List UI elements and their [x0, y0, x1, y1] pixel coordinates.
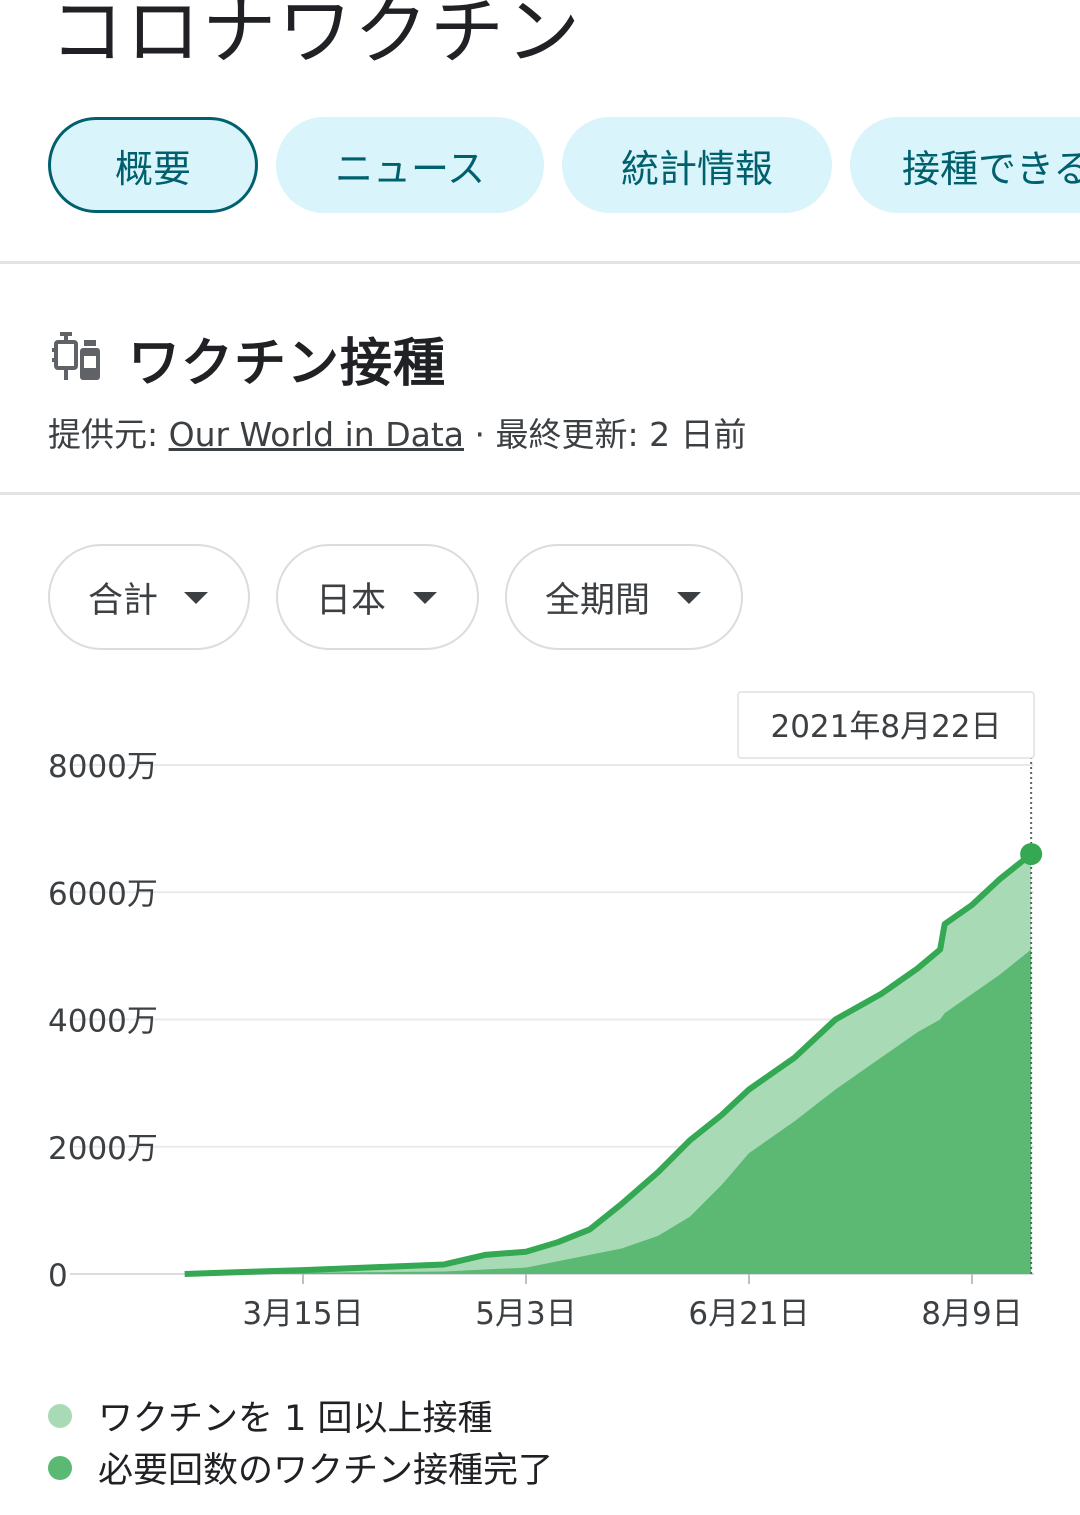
filter-label: 全期間	[545, 580, 651, 621]
section-title: ワクチン接種	[128, 333, 447, 394]
legend-item: ワクチンを 1 回以上接種	[48, 1390, 493, 1441]
source-prefix: 提供元:	[48, 415, 169, 454]
y-tick-label: 4000万	[48, 1004, 158, 1040]
source-line: 提供元: Our World in Data · 最終更新: 2 日前	[48, 408, 747, 456]
tab-vaccination-sites[interactable]: 接種できる	[850, 117, 1080, 213]
page-title: コロナワクチン	[50, 0, 582, 75]
tab-overview[interactable]: 概要	[48, 117, 258, 213]
vaccination-chart[interactable]: 0 2000万 4000万 6000万 8000万 3月15日 5月3日 6月21日 8月9日 2…	[0, 680, 1080, 1360]
legend-swatch	[48, 1455, 72, 1480]
section-header: ワクチン接種	[50, 318, 446, 398]
chevron-down-icon	[677, 592, 701, 604]
x-tick-label: 3月15日	[242, 1296, 363, 1332]
chevron-down-icon	[413, 592, 437, 604]
source-link[interactable]: Our World in Data	[168, 415, 464, 454]
filter-label: 合計	[88, 580, 159, 621]
vaccine-icon	[52, 332, 100, 380]
x-tick-label: 8月9日	[921, 1296, 1022, 1332]
chevron-down-icon	[184, 592, 208, 604]
divider	[0, 261, 1080, 264]
period-filter-dropdown[interactable]: 全期間	[505, 544, 743, 650]
y-tick-label: 0	[48, 1258, 68, 1294]
updated-label: 最終更新: 2 日前	[495, 415, 747, 454]
y-tick-label: 8000万	[48, 749, 158, 785]
legend-swatch	[48, 1403, 72, 1428]
region-filter-dropdown[interactable]: 日本	[276, 544, 479, 650]
y-tick-label: 6000万	[48, 876, 158, 912]
tooltip-label: 2021年8月22日	[770, 709, 1001, 745]
divider	[0, 492, 1080, 495]
hover-point	[1020, 843, 1043, 866]
legend-label: 必要回数のワクチン接種完了	[98, 1451, 554, 1491]
tab-bar: 概要 ニュース 統計情報 接種できる	[48, 117, 1080, 213]
area-series-fully-vaccinated	[184, 949, 1032, 1274]
x-tick-label: 6月21日	[688, 1296, 809, 1332]
filter-label: 日本	[316, 580, 387, 621]
y-tick-label: 2000万	[48, 1131, 158, 1167]
line-series-one-dose	[184, 851, 1034, 1277]
metric-filter-dropdown[interactable]: 合計	[48, 544, 250, 650]
legend-label: ワクチンを 1 回以上接種	[98, 1399, 493, 1439]
legend-item: 必要回数のワクチン接種完了	[48, 1442, 553, 1493]
x-tick-label: 5月3日	[475, 1296, 576, 1332]
separator: ·	[463, 415, 496, 454]
tab-statistics[interactable]: 統計情報	[562, 117, 832, 213]
tab-news[interactable]: ニュース	[276, 117, 544, 213]
tooltip-box	[737, 691, 1035, 759]
